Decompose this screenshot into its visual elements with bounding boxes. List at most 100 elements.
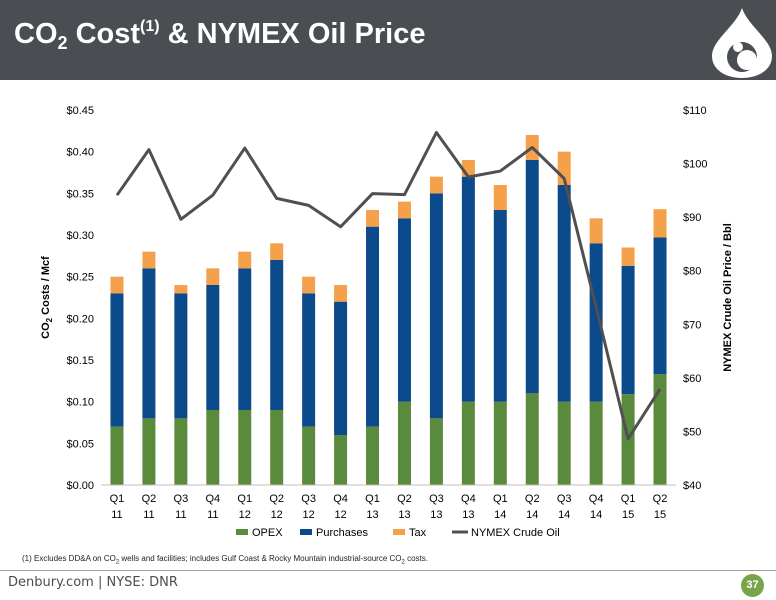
bar-purchases [142,268,156,419]
x-tick-label-year: 15 [654,509,666,521]
bar-opex [429,418,443,485]
bar-purchases [366,226,380,427]
bar-opex [589,401,603,485]
bar-purchases [429,193,443,419]
y2-tick-label: $50 [683,426,701,438]
bar-purchases [238,268,252,410]
legend-label: NYMEX Crude Oil [471,527,560,539]
bar-opex [461,401,475,485]
bar-opex [334,435,348,485]
bar-opex [142,418,156,485]
bar-purchases [493,210,507,402]
y2-tick-label: $110 [683,105,707,117]
y-tick-label: $0.25 [66,272,94,284]
y2-axis-title: NYMEX Crude Oil Price / Bbl [722,223,734,372]
y2-tick-label: $90 [683,212,701,224]
footer-divider [0,570,776,571]
x-tick-label-quarter: Q2 [142,493,157,505]
x-tick-label-year: 13 [462,509,474,521]
x-tick-label-year: 14 [526,509,538,521]
denbury-drop-logo-icon [712,8,772,78]
bar-opex [397,401,411,485]
x-tick-label-year: 13 [398,509,410,521]
bar-purchases [270,260,284,410]
x-tick-label-quarter: Q2 [525,493,540,505]
y2-tick-label: $40 [683,480,701,492]
x-tick-label-year: 11 [143,509,154,521]
legend-swatch-tax [393,529,405,535]
x-tick-label-quarter: Q4 [333,493,348,505]
bar-purchases [206,285,220,410]
x-tick-label-year: 12 [271,509,283,521]
bar-tax [142,251,156,269]
co2-cost-chart: $0.00 $0.05 $0.10 $0.15 $0.20 $0.25 $0.30 $0.35… [40,105,734,539]
x-tick-label-quarter: Q1 [110,493,125,505]
legend-swatch-opex [236,529,248,535]
bar-purchases [589,243,603,402]
y2-tick-label: $80 [683,266,701,278]
y-tick-label: $0.35 [66,188,94,200]
x-tick-label-quarter: Q3 [429,493,444,505]
bar-tax [397,201,411,219]
y-tick-label: $0.20 [66,313,94,325]
bar-purchases [525,160,539,394]
bar-purchases [653,237,667,375]
x-tick-label-year: 11 [207,509,218,521]
x-tick-label-quarter: Q1 [621,493,636,505]
y2-tick-label: $70 [683,319,701,331]
x-tick-label-quarter: Q3 [301,493,316,505]
y2-tick-label: $60 [683,373,701,385]
legend-label: Purchases [316,527,368,539]
y-tick-label: $0.45 [66,105,94,117]
bar-purchases [334,301,348,435]
bar-purchases [302,293,316,427]
bar-tax [110,276,124,294]
bar-opex [270,410,284,485]
legend-label: Tax [409,527,427,539]
legend-swatch-purchases [300,529,312,535]
bar-purchases [621,265,635,395]
header-bar: CO2 Cost(1) & NYMEX Oil Price [0,0,776,80]
x-tick-label-year: 14 [590,509,602,521]
bar-opex [206,410,220,485]
bar-opex [110,426,124,485]
y-tick-label: $0.40 [66,147,94,159]
page-number-badge: 37 [741,574,764,597]
bar-tax [493,185,507,210]
x-tick-label-quarter: Q1 [493,493,508,505]
x-tick-label-quarter: Q2 [653,493,668,505]
x-tick-label-year: 13 [430,509,442,521]
x-tick-label-quarter: Q4 [589,493,604,505]
bar-tax [589,218,603,244]
bar-tax [334,285,348,302]
bar-opex [557,401,571,485]
x-tick-label-quarter: Q4 [461,493,476,505]
y-tick-label: $0.15 [66,355,94,367]
bar-purchases [174,293,188,419]
bar-purchases [397,218,411,402]
bar-purchases [557,185,571,402]
bar-tax [174,285,188,294]
bar-tax [270,243,284,260]
bar-tax [302,276,316,294]
x-tick-label-quarter: Q4 [205,493,220,505]
x-tick-label-year: 15 [622,509,634,521]
y-tick-label: $0.30 [66,230,94,242]
bar-purchases [110,293,124,427]
bar-tax [621,247,635,266]
bar-opex [174,418,188,485]
bar-tax [366,210,380,227]
x-tick-label-year: 14 [494,509,506,521]
bar-opex [493,401,507,485]
x-tick-label-quarter: Q2 [269,493,284,505]
y-tick-label: $0.05 [66,438,94,450]
bar-tax [653,209,667,238]
x-tick-label-quarter: Q1 [365,493,380,505]
y-axis-title: CO2 Costs / Mcf [40,256,54,339]
x-tick-label-quarter: Q3 [174,493,189,505]
y-tick-label: $0.00 [66,480,94,492]
footer-company: Denbury.com | NYSE: DNR [8,575,178,590]
bar-purchases [461,176,475,402]
y-tick-label: $0.10 [66,397,94,409]
x-tick-label-year: 14 [558,509,570,521]
